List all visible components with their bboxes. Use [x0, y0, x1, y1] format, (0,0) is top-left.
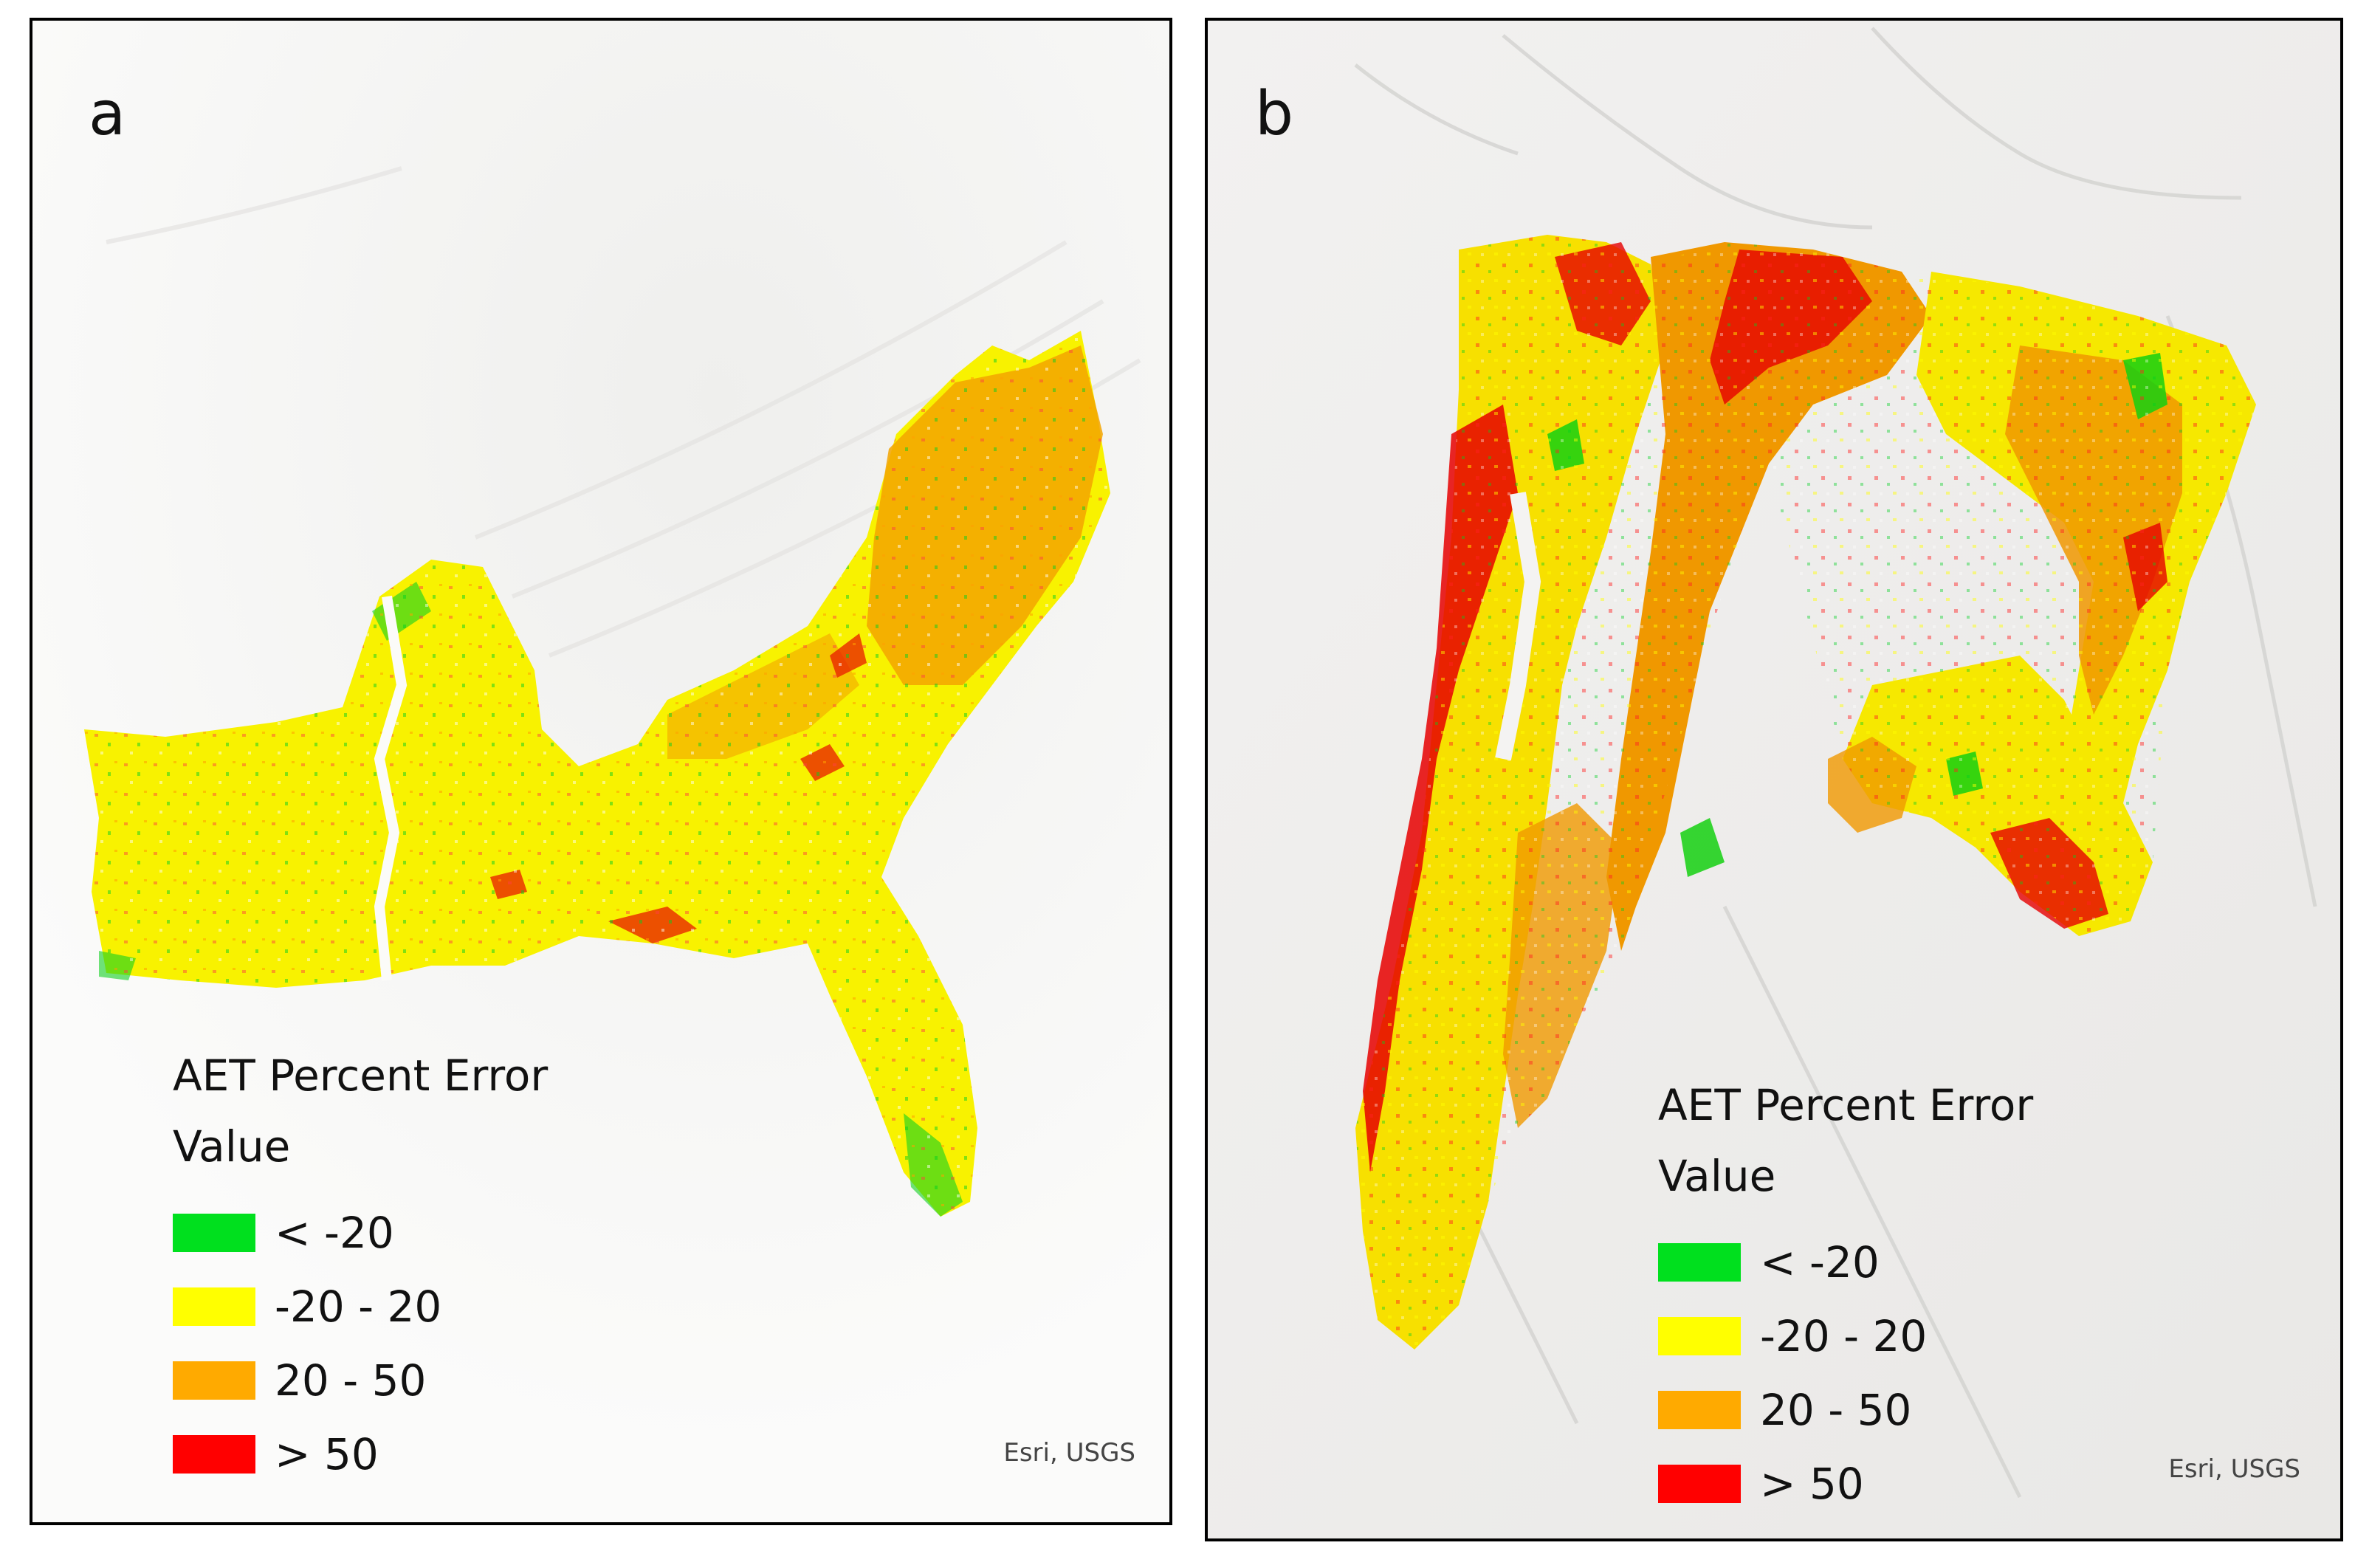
- legend-swatch: [173, 1435, 255, 1474]
- legend-label: < -20: [1760, 1237, 1880, 1287]
- legend-item: < -20: [1658, 1225, 2033, 1299]
- legend-item: -20 - 20: [173, 1270, 548, 1344]
- sound-gap: [1495, 492, 1541, 761]
- legend-subtitle: Value: [1658, 1151, 1776, 1201]
- legend-item: 20 - 50: [173, 1344, 548, 1417]
- map-canvas-a: [32, 21, 1169, 1522]
- legend: AET Percent Error Value < -20 -20 - 20 2…: [173, 1054, 548, 1491]
- panel-label: b: [1255, 79, 1294, 149]
- legend-title: AET Percent Error: [1658, 1080, 2034, 1130]
- panel-label: a: [89, 79, 126, 149]
- legend-label: 20 - 50: [1760, 1385, 1912, 1435]
- legend-label: > 50: [1760, 1459, 1864, 1509]
- map-panel-b: b AET Percent Error Value < -20 -20 - 20…: [1205, 18, 2343, 1541]
- attribution: Esri, USGS: [1003, 1438, 1135, 1468]
- legend-label: -20 - 20: [275, 1282, 442, 1332]
- legend-label: -20 - 20: [1760, 1311, 1928, 1361]
- legend-swatch: [1658, 1243, 1741, 1282]
- legend-swatch: [1658, 1317, 1741, 1355]
- river-gap: [374, 595, 408, 981]
- legend-item: 20 - 50: [1658, 1373, 2033, 1447]
- legend: AET Percent Error Value < -20 -20 - 20 2…: [1658, 1084, 2033, 1521]
- legend-swatch: [1658, 1465, 1741, 1503]
- legend-item: -20 - 20: [1658, 1299, 2033, 1373]
- legend-swatch: [1658, 1391, 1741, 1429]
- legend-item: > 50: [173, 1417, 548, 1491]
- attribution: Esri, USGS: [2168, 1454, 2300, 1484]
- legend-swatch: [173, 1361, 255, 1400]
- legend-swatch: [173, 1287, 255, 1326]
- legend-subtitle: Value: [173, 1121, 291, 1172]
- map-panel-a: a AET Percent Error Value < -20 -20 - 20…: [30, 18, 1172, 1525]
- map-canvas-b: [1208, 21, 2340, 1538]
- legend-label: > 50: [275, 1429, 379, 1479]
- legend-title: AET Percent Error: [173, 1051, 549, 1101]
- legend-swatch: [173, 1214, 255, 1252]
- legend-item: < -20: [173, 1196, 548, 1270]
- legend-label: 20 - 50: [275, 1355, 427, 1406]
- legend-item: > 50: [1658, 1447, 2033, 1521]
- legend-label: < -20: [275, 1208, 394, 1258]
